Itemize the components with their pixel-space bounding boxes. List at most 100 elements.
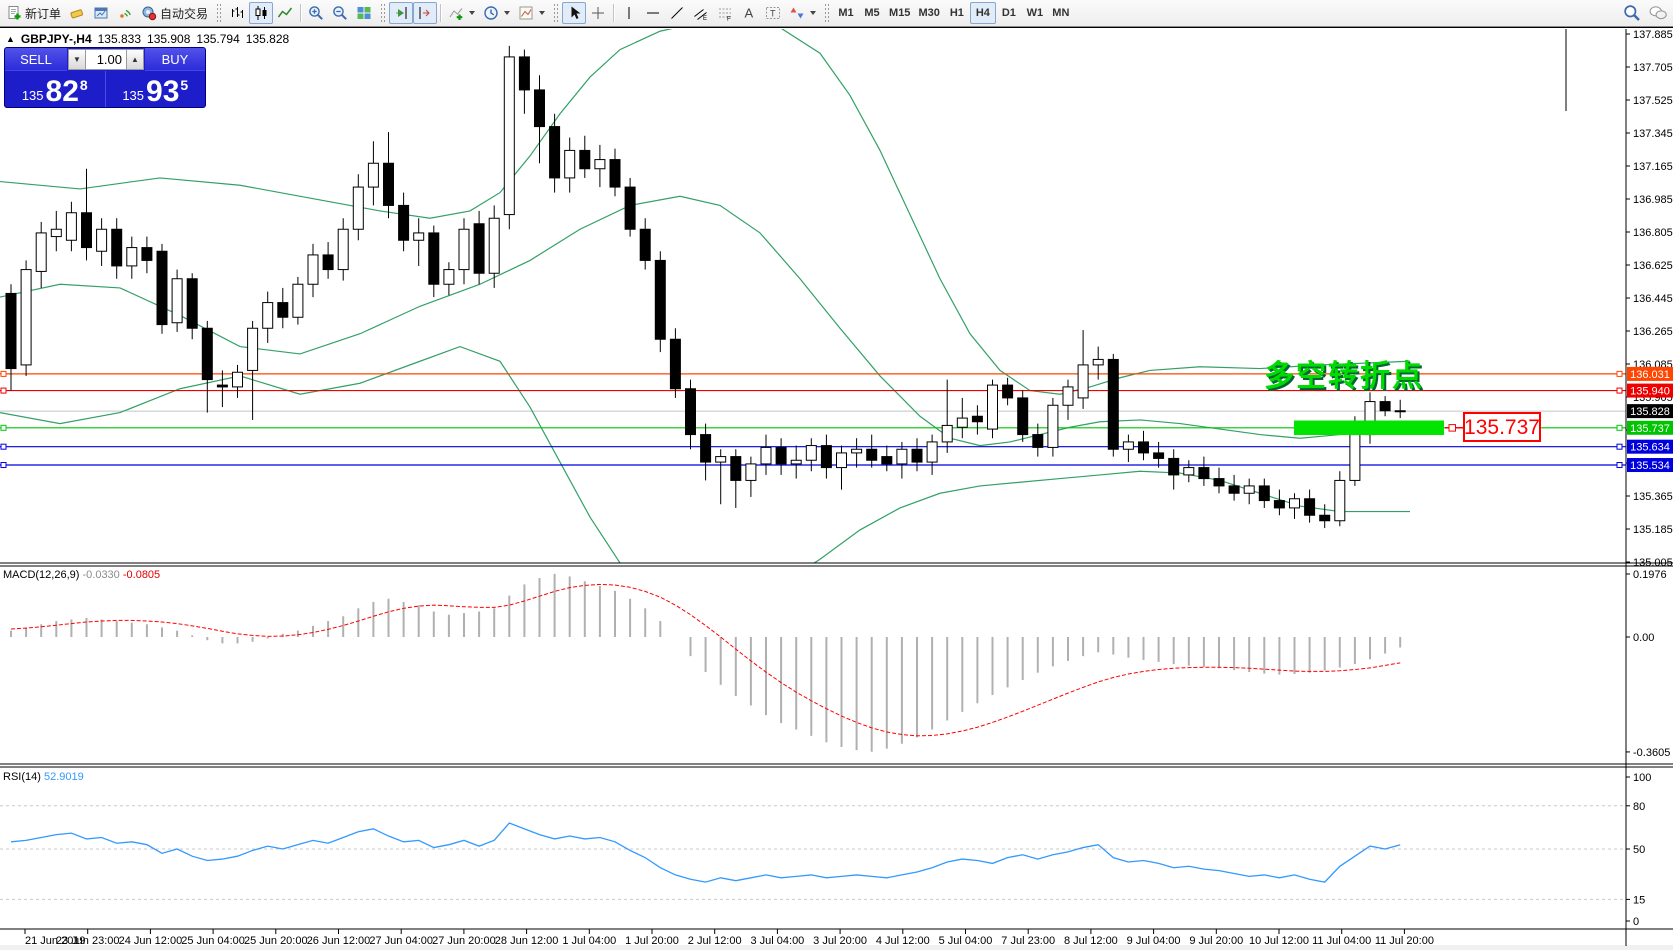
toolbar-button-indicators[interactable] <box>444 2 479 24</box>
toolbar-button-line-chart[interactable] <box>273 2 297 24</box>
toolbar-button-text-label[interactable]: T <box>761 2 785 24</box>
trendline-icon <box>669 5 685 21</box>
toolbar-separator <box>440 4 442 22</box>
svg-text:11 Jul 20:00: 11 Jul 20:00 <box>1375 935 1434 946</box>
toolbar-button-timeframe-M1[interactable]: M1 <box>838 7 854 19</box>
toolbar-button-timeframe-D1[interactable]: D1 <box>1001 7 1016 19</box>
toolbar-button-chart-shift[interactable] <box>413 2 438 24</box>
new-order-icon <box>6 5 22 21</box>
toolbar-button-eraser[interactable] <box>65 2 89 24</box>
toolbar-button-new-order[interactable]: 新订单 <box>2 2 65 24</box>
toolbar-button-hline[interactable] <box>641 2 665 24</box>
toolbar-grip <box>824 3 830 23</box>
sell-button[interactable]: SELL <box>5 48 67 71</box>
toolbar-button-tile-windows[interactable] <box>352 2 376 24</box>
eraser-icon <box>69 5 85 21</box>
chart-canvas[interactable]: 135.737多空转折点多空转折点137.885137.705137.52513… <box>0 29 1673 946</box>
toolbar-button-search[interactable] <box>1619 2 1645 24</box>
toolbar-button-templates[interactable] <box>514 2 549 24</box>
crosshair-icon <box>590 5 606 21</box>
tile-windows-icon <box>356 5 372 21</box>
svg-text:21 Jun 2019: 21 Jun 2019 <box>25 935 86 946</box>
chevron-down-icon <box>810 11 817 15</box>
sell-price-button[interactable]: 135 82 8 <box>5 71 106 107</box>
svg-text:F: F <box>727 17 731 22</box>
rsi-indicator-label: RSI(14) 52.9019 <box>3 771 84 783</box>
svg-text:7 Jul 23:00: 7 Jul 23:00 <box>1001 935 1055 946</box>
toolbar-button-signal[interactable] <box>113 2 137 24</box>
chart-shift-icon <box>417 5 433 21</box>
volume-input[interactable] <box>86 49 126 70</box>
volume-up-button[interactable]: ▲ <box>126 49 144 70</box>
toolbar-button-trendline[interactable] <box>665 2 689 24</box>
svg-text:135.365: 135.365 <box>1633 491 1673 503</box>
toolbar-button-timeframe-M5[interactable]: M5 <box>864 7 880 19</box>
indicators-icon <box>448 5 464 21</box>
svg-text:136.445: 136.445 <box>1633 293 1673 305</box>
toolbar-button-crosshair[interactable] <box>586 2 610 24</box>
svg-text:136.031: 136.031 <box>1630 369 1670 381</box>
chart-window-icon <box>93 5 109 21</box>
toolbar-button-zoom-out[interactable] <box>328 2 352 24</box>
svg-text:25 Jun 04:00: 25 Jun 04:00 <box>181 935 245 946</box>
svg-text:多空转折点: 多空转折点 <box>1266 362 1426 395</box>
toolbar-button-text-a[interactable]: A <box>737 2 761 24</box>
collapse-panel-icon[interactable]: ▲ <box>6 34 15 44</box>
svg-text:80: 80 <box>1633 801 1645 813</box>
ohlc-high: 135.908 <box>147 32 191 46</box>
toolbar-button-bar-chart[interactable] <box>225 2 249 24</box>
toolbar-button-channel[interactable]: E <box>689 2 713 24</box>
svg-text:3 Jul 20:00: 3 Jul 20:00 <box>813 935 867 946</box>
periods-icon <box>483 5 499 21</box>
svg-text:23 Jun 23:00: 23 Jun 23:00 <box>56 935 120 946</box>
svg-text:27 Jun 20:00: 27 Jun 20:00 <box>432 935 496 946</box>
svg-text:0.1976: 0.1976 <box>1633 569 1667 581</box>
toolbar-button-chat[interactable] <box>1645 2 1671 24</box>
toolbar-button-auto-trading[interactable]: 自动交易 <box>137 2 212 24</box>
toolbar-button-cursor[interactable] <box>562 2 587 24</box>
auto-scroll-icon <box>393 5 409 21</box>
toolbar-button-chart-window[interactable] <box>89 2 113 24</box>
templates-icon <box>518 5 534 21</box>
svg-text:11 Jul 04:00: 11 Jul 04:00 <box>1312 935 1371 946</box>
toolbar-label-auto-trading: 自动交易 <box>160 6 209 21</box>
buy-price-button[interactable]: 135 93 5 <box>122 75 189 108</box>
toolbar-button-zoom-in[interactable] <box>304 2 328 24</box>
macd-indicator-label: MACD(12,26,9) -0.0330 -0.0805 <box>3 569 161 581</box>
fibonacci-icon: F <box>717 5 733 21</box>
toolbar-button-auto-scroll[interactable] <box>389 2 414 24</box>
toolbar-button-arrows[interactable] <box>785 2 820 24</box>
bar-chart-icon <box>229 5 245 21</box>
svg-text:多空转折点: 多空转折点 <box>1264 360 1424 393</box>
toolbar-button-candle-chart[interactable] <box>249 2 274 24</box>
toolbar-button-timeframe-M15[interactable]: M15 <box>889 7 911 19</box>
toolbar-button-timeframe-M30[interactable]: M30 <box>918 7 940 19</box>
svg-text:100: 100 <box>1633 772 1651 784</box>
signal-icon <box>117 5 133 21</box>
toolbar-button-vline[interactable] <box>617 2 641 24</box>
svg-text:136.625: 136.625 <box>1633 260 1673 272</box>
cursor-icon <box>566 5 582 21</box>
autotrade-icon <box>141 5 157 21</box>
toolbar-button-timeframe-H4[interactable]: H4 <box>969 2 996 24</box>
toolbar-button-fibonacci[interactable]: F <box>713 2 737 24</box>
svg-text:27 Jun 04:00: 27 Jun 04:00 <box>369 935 433 946</box>
toolbar-button-timeframe-MN[interactable]: MN <box>1052 7 1070 19</box>
chevron-down-icon <box>469 11 476 15</box>
ohlc-open: 135.833 <box>97 32 142 46</box>
volume-down-button[interactable]: ▼ <box>68 49 86 70</box>
svg-text:3 Jul 04:00: 3 Jul 04:00 <box>750 935 804 946</box>
svg-text:4 Jul 12:00: 4 Jul 12:00 <box>876 935 930 946</box>
toolbar-button-periods[interactable] <box>479 2 514 24</box>
svg-text:135.737: 135.737 <box>1630 423 1670 435</box>
svg-text:137.885: 137.885 <box>1633 29 1673 41</box>
toolbar-button-timeframe-W1[interactable]: W1 <box>1026 7 1044 19</box>
toolbar-grip <box>553 3 559 23</box>
buy-button[interactable]: BUY <box>145 48 205 71</box>
svg-text:135.737: 135.737 <box>1464 416 1540 439</box>
svg-text:9 Jul 04:00: 9 Jul 04:00 <box>1127 935 1181 946</box>
toolbar-button-timeframe-H1[interactable]: H1 <box>949 7 964 19</box>
toolbar-grip <box>216 3 222 23</box>
svg-text:2 Jul 12:00: 2 Jul 12:00 <box>688 935 742 946</box>
